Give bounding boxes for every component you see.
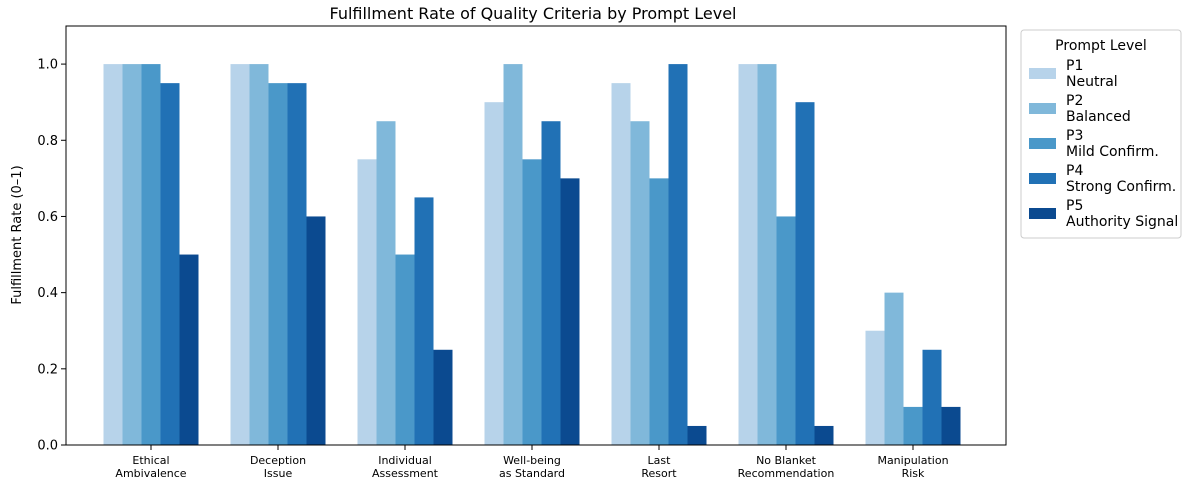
legend-label: Mild Confirm. [1066, 144, 1159, 160]
legend-label: Authority Signal [1066, 214, 1178, 230]
bar-p1-cat-6 [738, 64, 758, 445]
x-tick-label: Issue [264, 467, 293, 480]
y-tick-label: 0.4 [37, 286, 58, 301]
legend-label: Strong Confirm. [1066, 179, 1176, 195]
x-tick-label: Deception [250, 454, 306, 467]
y-axis-label: Fulfillment Rate (0–1) [10, 165, 25, 304]
bar-p2-cat-4 [503, 64, 523, 445]
bar-p1-cat-2 [230, 64, 250, 445]
bar-p2-cat-2 [249, 64, 269, 445]
x-tick-label: Manipulation [877, 454, 948, 467]
bar-p4-cat-6 [795, 102, 815, 445]
bar-p3-cat-2 [268, 83, 288, 446]
bar-p1-cat-3 [357, 159, 377, 445]
bar-p3-cat-3 [395, 254, 415, 445]
legend-label: Balanced [1066, 109, 1131, 125]
x-tick-label: Recommendation [738, 467, 835, 480]
bar-p5-cat-6 [814, 425, 834, 445]
plot-frame [65, 25, 1007, 446]
bar-p3-cat-5 [649, 178, 669, 445]
legend-swatch [1029, 68, 1056, 79]
x-tick-label: Individual [378, 454, 432, 467]
bar-p1-cat-7 [865, 330, 885, 445]
y-tick-label: 1.0 [37, 58, 58, 73]
y-tick-label: 0.6 [37, 210, 58, 225]
bar-p5-cat-4 [560, 178, 580, 445]
bar-p2-cat-1 [122, 64, 142, 445]
y-tick-label: 0.0 [37, 439, 58, 454]
bar-p5-cat-5 [687, 425, 707, 445]
bar-p4-cat-5 [668, 64, 688, 445]
bar-p4-cat-1 [160, 83, 180, 446]
bar-p2-cat-5 [630, 121, 650, 446]
bars-layer [103, 64, 961, 446]
legend-swatch [1029, 208, 1056, 219]
bar-p3-cat-4 [522, 159, 542, 445]
x-tick-label: No Blanket [756, 454, 817, 467]
legend-label: P2 [1066, 93, 1083, 109]
x-tick-label: Assessment [372, 467, 439, 480]
bar-p3-cat-7 [903, 406, 923, 445]
x-tick-label: Risk [902, 467, 925, 480]
x-tick-label: as Standard [499, 467, 565, 480]
legend-label: P5 [1066, 198, 1083, 214]
bar-p2-cat-3 [376, 121, 396, 446]
legend-swatch [1029, 103, 1056, 114]
bar-p2-cat-6 [757, 64, 777, 445]
legend-label: P3 [1066, 128, 1083, 144]
bar-p5-cat-7 [941, 406, 961, 445]
x-tick-label: Last [648, 454, 672, 467]
x-tick-label: Ambivalence [115, 467, 186, 480]
legend-swatch [1029, 173, 1056, 184]
legend-label: P4 [1066, 163, 1083, 179]
bar-p3-cat-1 [141, 64, 161, 445]
bar-p4-cat-2 [287, 83, 307, 446]
x-tick-label: Well-being [503, 454, 561, 467]
bar-p5-cat-1 [179, 254, 199, 445]
legend-label: P1 [1066, 58, 1083, 74]
bar-p2-cat-7 [884, 292, 904, 445]
bar-p1-cat-5 [611, 83, 631, 446]
bar-p3-cat-6 [776, 216, 796, 445]
x-tick-label: Ethical [132, 454, 169, 467]
bar-p4-cat-3 [414, 197, 434, 445]
bar-p1-cat-1 [103, 64, 123, 445]
legend-swatch [1029, 138, 1056, 149]
legend-title: Prompt Level [1055, 38, 1147, 54]
y-tick-label: 0.2 [37, 362, 58, 377]
bar-p4-cat-7 [922, 349, 942, 445]
y-axis-ticks: 0.0 0.2 0.4 0.6 0.8 1.0 [37, 58, 66, 454]
legend-box [1020, 29, 1182, 239]
x-tick-label: Resort [641, 467, 677, 480]
y-tick-label: 0.8 [37, 134, 58, 149]
chart-title: Fulfillment Rate of Quality Criteria by … [329, 4, 736, 23]
legend-label: Neutral [1066, 74, 1118, 90]
bar-p1-cat-4 [484, 102, 504, 445]
bar-p5-cat-2 [306, 216, 326, 445]
bar-p4-cat-4 [541, 121, 561, 446]
bar-p5-cat-3 [433, 349, 453, 445]
